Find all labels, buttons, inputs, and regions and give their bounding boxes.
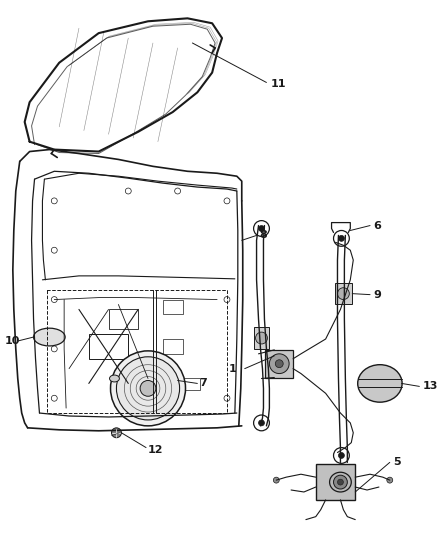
Text: 5: 5 xyxy=(392,457,399,467)
Bar xyxy=(88,334,128,359)
Text: 1: 1 xyxy=(229,364,236,374)
Ellipse shape xyxy=(357,365,401,402)
Circle shape xyxy=(333,475,346,489)
Circle shape xyxy=(116,357,179,420)
Text: 10: 10 xyxy=(5,336,20,346)
Bar xyxy=(334,283,351,304)
Circle shape xyxy=(258,225,264,231)
Circle shape xyxy=(338,453,343,458)
Circle shape xyxy=(337,288,349,300)
Text: 7: 7 xyxy=(199,378,207,389)
Bar xyxy=(108,310,138,329)
Ellipse shape xyxy=(110,375,119,382)
Circle shape xyxy=(386,477,392,483)
Ellipse shape xyxy=(329,472,350,492)
Text: 8: 8 xyxy=(259,230,267,240)
Circle shape xyxy=(337,479,343,485)
Bar xyxy=(162,300,182,314)
Bar xyxy=(162,339,182,354)
Circle shape xyxy=(275,360,283,368)
Bar xyxy=(315,464,354,500)
Circle shape xyxy=(111,428,121,438)
Circle shape xyxy=(140,381,155,396)
Bar xyxy=(253,327,269,349)
Circle shape xyxy=(338,236,343,241)
Circle shape xyxy=(110,351,185,426)
Circle shape xyxy=(269,354,289,374)
Text: 11: 11 xyxy=(270,79,285,90)
Circle shape xyxy=(273,477,279,483)
Ellipse shape xyxy=(33,328,65,346)
Bar xyxy=(265,350,293,377)
Text: 6: 6 xyxy=(372,221,380,231)
Bar xyxy=(182,378,200,390)
Text: 13: 13 xyxy=(421,382,437,391)
Text: 12: 12 xyxy=(148,445,163,455)
Text: 9: 9 xyxy=(372,289,380,300)
Circle shape xyxy=(258,420,264,426)
Circle shape xyxy=(255,332,267,344)
